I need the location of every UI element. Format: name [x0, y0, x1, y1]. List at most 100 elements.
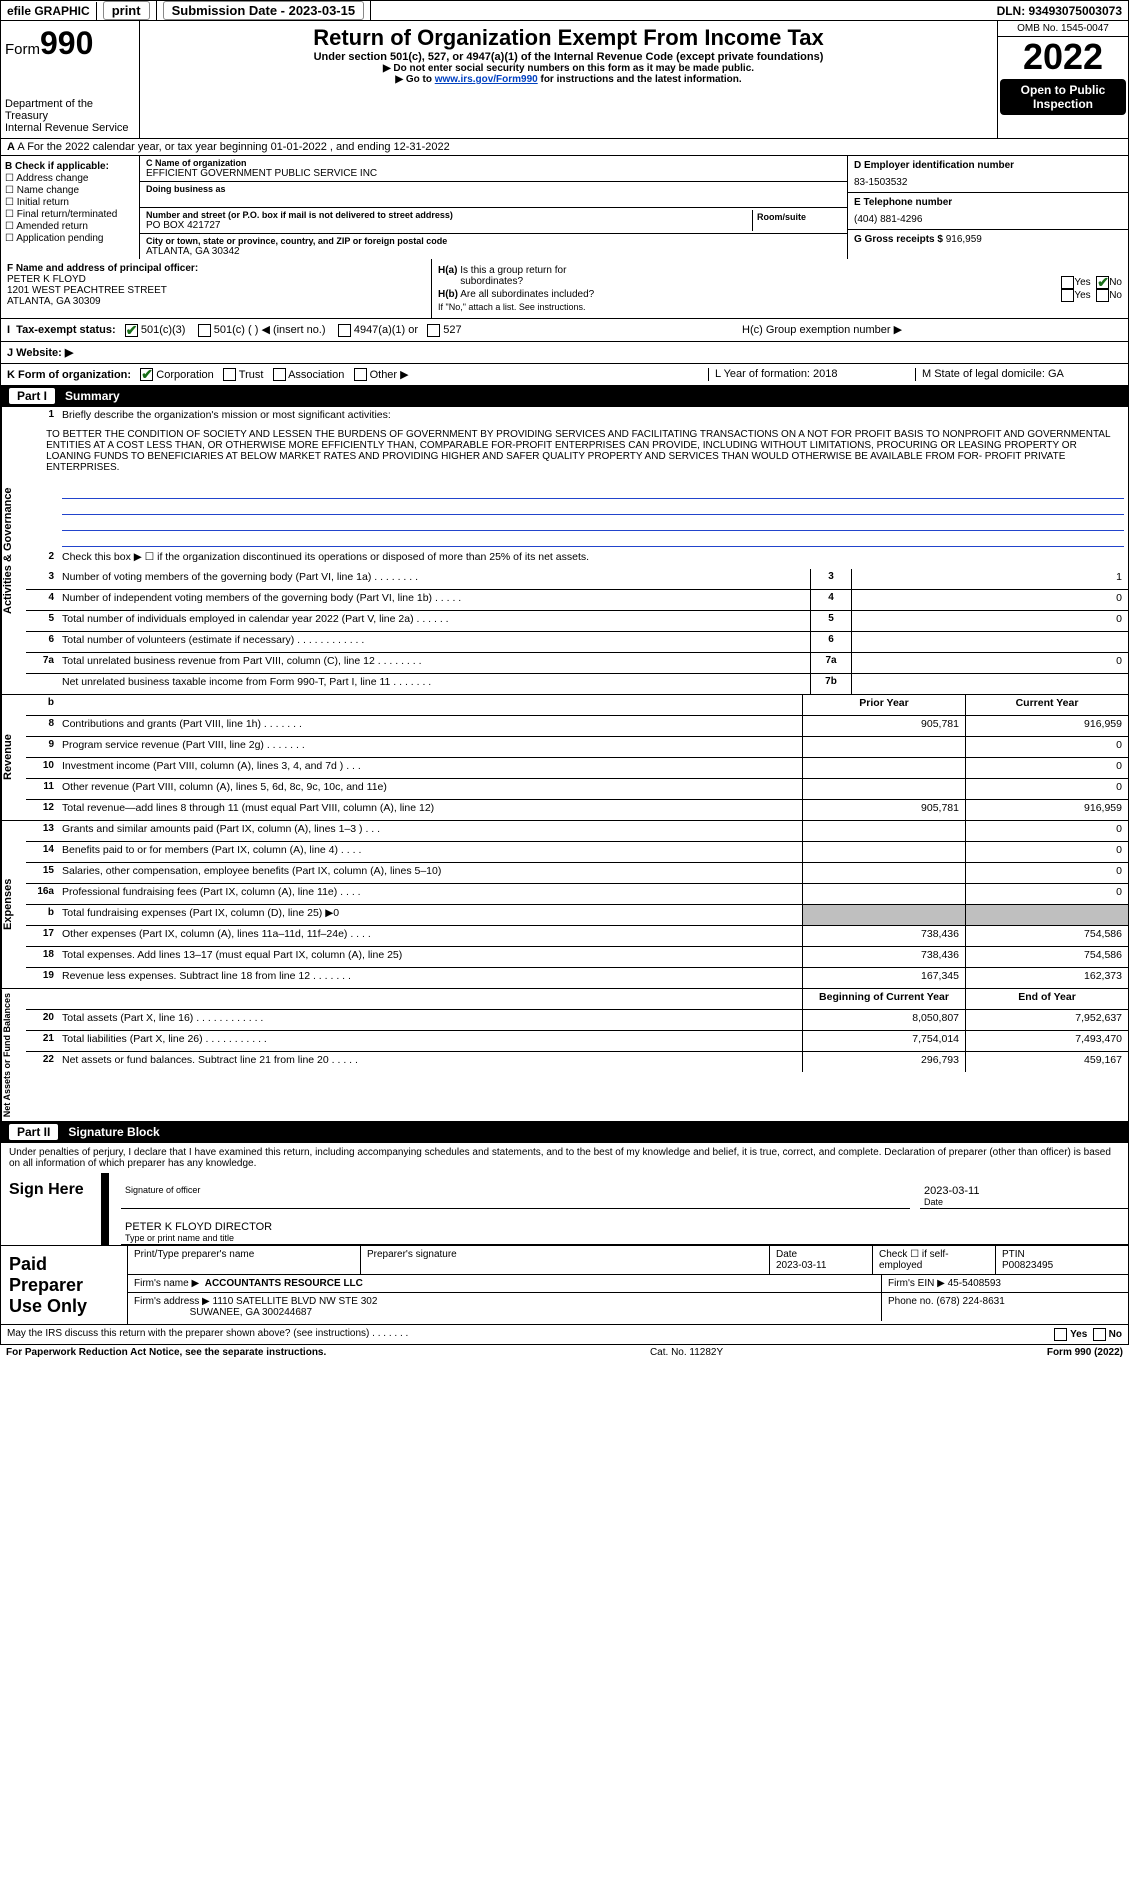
table-row: 5Total number of individuals employed in…: [26, 611, 1128, 632]
hb-no[interactable]: [1096, 289, 1109, 302]
table-row: 7aTotal unrelated business revenue from …: [26, 653, 1128, 674]
form-header: Form990 Department of the Treasury Inter…: [0, 21, 1129, 139]
top-bar: efile GRAPHIC print Submission Date - 20…: [0, 0, 1129, 21]
dept-label: Department of the Treasury: [5, 98, 135, 122]
chk-application-pending[interactable]: Application pending: [5, 233, 135, 244]
ein-block: D Employer identification number 83-1503…: [848, 156, 1128, 193]
chk-assoc[interactable]: [273, 368, 286, 381]
irs-link[interactable]: www.irs.gov/Form990: [435, 74, 538, 85]
table-row: 15Salaries, other compensation, employee…: [26, 863, 1128, 884]
form-number: Form990: [5, 25, 135, 62]
org-name: EFFICIENT GOVERNMENT PUBLIC SERVICE INC: [146, 168, 841, 179]
table-row: 22Net assets or fund balances. Subtract …: [26, 1052, 1128, 1072]
chk-address-change[interactable]: Address change: [5, 173, 135, 184]
header-right: OMB No. 1545-0047 2022 Open to Public In…: [997, 21, 1128, 138]
form-ref: Form 990 (2022): [1047, 1347, 1123, 1358]
efile-label: efile GRAPHIC: [1, 2, 97, 20]
sign-here-label: Sign Here: [1, 1173, 97, 1245]
state-domicile: M State of legal domicile: GA: [915, 368, 1122, 382]
sign-here-row: Sign Here Signature of officer 2023-03-1…: [1, 1173, 1128, 1245]
form-note2: ▶ Go to www.irs.gov/Form990 for instruct…: [144, 74, 993, 85]
pra-notice: For Paperwork Reduction Act Notice, see …: [6, 1347, 326, 1358]
section-revenue: Revenue b Prior Year Current Year 8Contr…: [0, 695, 1129, 821]
mission-text: TO BETTER THE CONDITION OF SOCIETY AND L…: [26, 427, 1128, 481]
phone: (404) 881-4296: [854, 214, 1122, 225]
table-row: 21Total liabilities (Part X, line 26) . …: [26, 1031, 1128, 1052]
chk-other[interactable]: [354, 368, 367, 381]
revenue-col-hdr: b Prior Year Current Year: [26, 695, 1128, 716]
section-net-assets: Net Assets or Fund Balances Beginning of…: [0, 989, 1129, 1122]
org-name-line: C Name of organization EFFICIENT GOVERNM…: [140, 156, 847, 182]
table-row: 19Revenue less expenses. Subtract line 1…: [26, 968, 1128, 988]
table-row: 17Other expenses (Part IX, column (A), l…: [26, 926, 1128, 947]
blue-rules: [26, 481, 1128, 549]
table-row: bTotal fundraising expenses (Part IX, co…: [26, 905, 1128, 926]
line2: 2 Check this box ▶ ☐ if the organization…: [26, 549, 1128, 569]
group-return: H(a) Is this a group return for subordin…: [432, 259, 1128, 318]
ein: 83-1503532: [854, 177, 1122, 188]
signature-block: Under penalties of perjury, I declare th…: [0, 1143, 1129, 1246]
perjury-text: Under penalties of perjury, I declare th…: [1, 1143, 1128, 1173]
col-c: C Name of organization EFFICIENT GOVERNM…: [140, 156, 847, 259]
table-row: 9Program service revenue (Part VIII, lin…: [26, 737, 1128, 758]
table-row: 3Number of voting members of the governi…: [26, 569, 1128, 590]
chk-initial-return[interactable]: Initial return: [5, 197, 135, 208]
discuss-yes[interactable]: [1054, 1328, 1067, 1341]
prep-row1: Print/Type preparer's name Preparer's si…: [128, 1246, 1128, 1275]
chk-corp[interactable]: [140, 368, 153, 381]
sig-date: 2023-03-11Date: [920, 1173, 1128, 1209]
line-a: A A For the 2022 calendar year, or tax y…: [0, 139, 1129, 156]
vlabel-activities: Activities & Governance: [1, 407, 26, 694]
cat-no: Cat. No. 11282Y: [326, 1347, 1047, 1358]
street-address: PO BOX 421727: [146, 220, 752, 231]
form-subtitle: Under section 501(c), 527, or 4947(a)(1)…: [144, 51, 993, 63]
principal-officer: F Name and address of principal officer:…: [1, 259, 432, 318]
city-line: City or town, state or province, country…: [140, 234, 847, 259]
ha-yes[interactable]: [1061, 276, 1074, 289]
phone-block: E Telephone number (404) 881-4296: [848, 193, 1128, 230]
header-mid: Return of Organization Exempt From Incom…: [140, 21, 997, 138]
irs-label: Internal Revenue Service: [5, 122, 135, 134]
chk-501c3[interactable]: [125, 324, 138, 337]
discuss-no[interactable]: [1093, 1328, 1106, 1341]
form-title: Return of Organization Exempt From Incom…: [144, 25, 993, 51]
chk-527[interactable]: [427, 324, 440, 337]
officer-signature[interactable]: Signature of officer: [121, 1173, 910, 1209]
paid-preparer-label: Paid Preparer Use Only: [1, 1246, 128, 1324]
chk-4947[interactable]: [338, 324, 351, 337]
submission-date-cell: Submission Date - 2023-03-15: [157, 1, 372, 20]
chk-amended[interactable]: Amended return: [5, 221, 135, 232]
prep-row2: Firm's name ▶ ACCOUNTANTS RESOURCE LLC F…: [128, 1275, 1128, 1293]
table-row: 8Contributions and grants (Part VIII, li…: [26, 716, 1128, 737]
officer-name-line: PETER K FLOYD DIRECTOR Type or print nam…: [121, 1209, 1128, 1245]
section-expenses: Expenses 13Grants and similar amounts pa…: [0, 821, 1129, 989]
print-button[interactable]: print: [103, 1, 150, 20]
table-row: 12Total revenue—add lines 8 through 11 (…: [26, 800, 1128, 820]
ha-no[interactable]: [1096, 276, 1109, 289]
table-row: 11Other revenue (Part VIII, column (A), …: [26, 779, 1128, 800]
year-formation: L Year of formation: 2018: [708, 368, 915, 382]
row-f-h: F Name and address of principal officer:…: [0, 259, 1129, 319]
hb: H(b) Are all subordinates included? Yes …: [438, 289, 1122, 300]
open-inspection: Open to Public Inspection: [1000, 79, 1126, 115]
chk-trust[interactable]: [223, 368, 236, 381]
city-state-zip: ATLANTA, GA 30342: [146, 246, 841, 257]
chk-name-change[interactable]: Name change: [5, 185, 135, 196]
hb-note: If "No," attach a list. See instructions…: [438, 302, 1122, 312]
col-b: B Check if applicable: Address change Na…: [1, 156, 140, 259]
section-activities-governance: Activities & Governance 1 Briefly descri…: [0, 407, 1129, 695]
prep-row3: Firm's address ▶ 1110 SATELLITE BLVD NW …: [128, 1293, 1128, 1321]
form-note1: ▶ Do not enter social security numbers o…: [144, 63, 993, 74]
part2-header: Part IISignature Block: [0, 1122, 1129, 1143]
print-btn-cell: print: [97, 1, 157, 20]
net-col-hdr: Beginning of Current Year End of Year: [26, 989, 1128, 1010]
line1: 1 Briefly describe the organization's mi…: [26, 407, 1128, 427]
street-line: Number and street (or P.O. box if mail i…: [140, 208, 847, 234]
chk-501c[interactable]: [198, 324, 211, 337]
vlabel-net: Net Assets or Fund Balances: [1, 989, 26, 1121]
omb-number: OMB No. 1545-0047: [998, 21, 1128, 37]
chk-final-return[interactable]: Final return/terminated: [5, 209, 135, 220]
hb-yes[interactable]: [1061, 289, 1074, 302]
discuss-row: May the IRS discuss this return with the…: [0, 1325, 1129, 1345]
gross-receipts: G Gross receipts $ 916,959: [848, 230, 1128, 249]
